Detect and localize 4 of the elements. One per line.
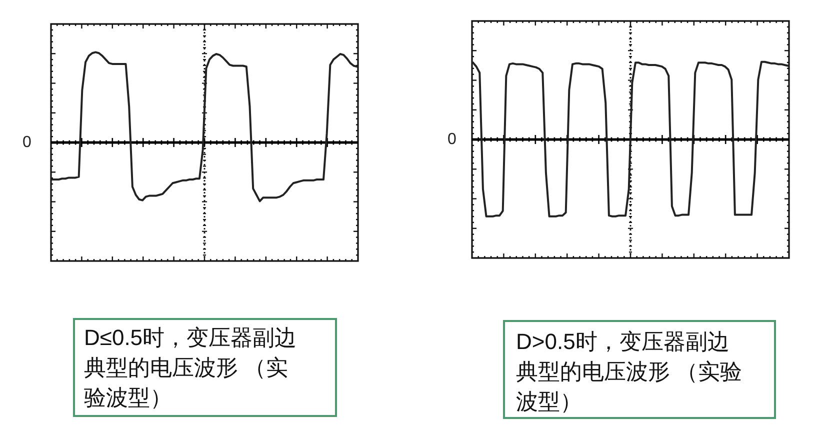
- ref-line-label: 0: [22, 134, 32, 151]
- text: D≤0.5时，变压器副边典型的电压波形 （实验波型）: [73, 318, 337, 417]
- text: D>0.5时，变压器副边典型的电压波形 （实验波型）: [503, 320, 776, 419]
- ref-line-label: 0: [448, 131, 457, 148]
